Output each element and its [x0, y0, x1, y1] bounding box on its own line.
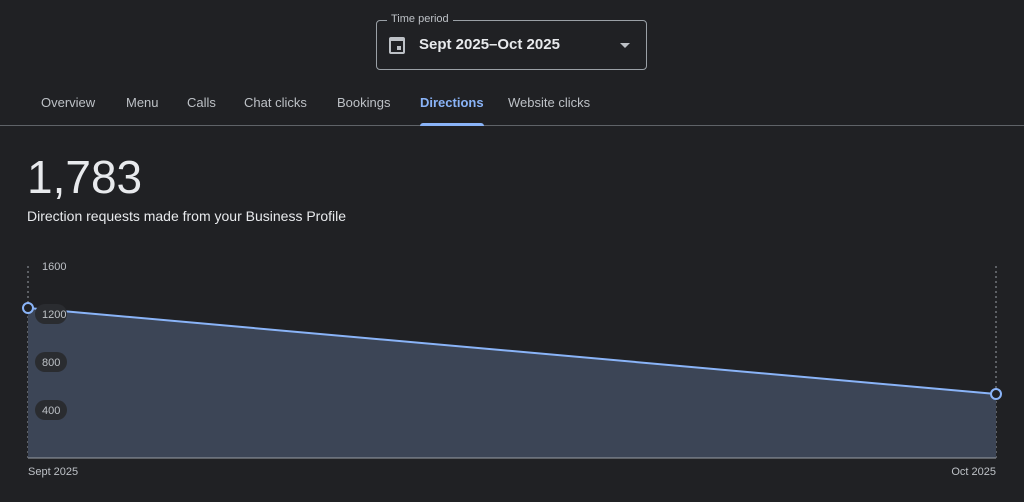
tab-overview[interactable]: Overview — [41, 95, 96, 110]
time-period-select[interactable]: Time period Sept 2025–Oct 2025 — [376, 13, 647, 70]
y-tick-label: 1200 — [42, 309, 66, 321]
dropdown-arrow-icon — [620, 43, 630, 48]
y-tick-label: 1600 — [42, 261, 66, 273]
metric-description: Direction requests made from your Busine… — [27, 208, 347, 224]
tab-chat-clicks[interactable]: Chat clicks — [244, 95, 307, 110]
y-tick-pill — [35, 400, 67, 420]
tab-calls[interactable]: Calls — [187, 95, 216, 110]
metric-value: 1,783 — [27, 151, 143, 203]
y-tick-pill — [35, 304, 67, 324]
tab-bar: Overview Menu Calls Chat clicks Bookings… — [0, 88, 1024, 126]
data-point — [22, 302, 34, 314]
y-tick-label: 800 — [42, 357, 60, 369]
x-tick-label: Sept 2025 — [28, 466, 78, 478]
y-tick-label: 400 — [42, 405, 60, 417]
time-period-label: Time period — [387, 13, 453, 25]
tab-directions[interactable]: Directions — [420, 95, 484, 126]
time-period-value: Sept 2025–Oct 2025 — [419, 36, 560, 53]
calendar-icon — [389, 37, 405, 54]
tab-bookings[interactable]: Bookings — [337, 95, 391, 110]
data-point — [990, 388, 1002, 401]
y-tick-pill — [35, 352, 67, 372]
series-line — [27, 307, 997, 396]
tab-menu[interactable]: Menu — [126, 95, 159, 110]
x-tick-label: Oct 2025 — [951, 466, 996, 478]
directions-chart: 400 800 1200 1600 Sept 2025 Oct 2025 — [22, 261, 1002, 478]
area-fill — [28, 308, 996, 458]
tab-website-clicks[interactable]: Website clicks — [508, 95, 591, 110]
